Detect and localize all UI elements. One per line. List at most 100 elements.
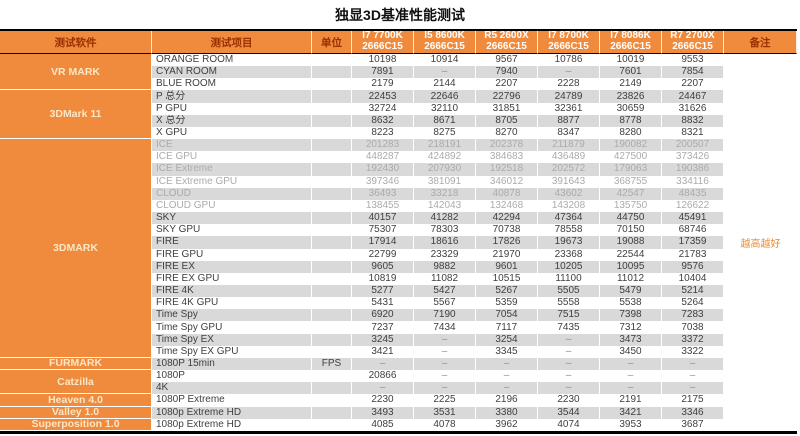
benchmark-value: 2175 (662, 394, 724, 407)
unit-cell (312, 187, 352, 200)
benchmark-value: 2230 (538, 394, 600, 407)
benchmark-value: 2179 (352, 78, 414, 91)
benchmark-value: 8280 (600, 126, 662, 140)
benchmark-value: 5505 (538, 284, 600, 298)
software-group-label: 3DMark 11 (0, 90, 152, 140)
benchmark-value: 23368 (538, 248, 600, 261)
benchmark-value: 32724 (352, 102, 414, 115)
benchmark-value: – (600, 357, 662, 371)
benchmark-value: 17914 (352, 236, 414, 249)
benchmark-value: 45491 (662, 212, 724, 225)
benchmark-value: 3493 (352, 406, 414, 419)
benchmark-value: 7054 (476, 309, 538, 322)
benchmark-value: 4078 (414, 418, 476, 431)
remark-note (724, 66, 797, 78)
unit-cell (312, 212, 352, 225)
benchmark-value: – (414, 357, 476, 371)
benchmark-value: 9605 (352, 260, 414, 273)
unit-cell (312, 321, 352, 334)
benchmark-value: 21783 (662, 248, 724, 261)
benchmark-value: 4085 (352, 418, 414, 431)
benchmark-value: – (476, 357, 538, 371)
benchmark-value: 3450 (600, 345, 662, 358)
benchmark-value: 10019 (600, 54, 662, 67)
remark-note (724, 200, 797, 212)
benchmark-value: 7515 (538, 309, 600, 322)
benchmark-value: 22646 (414, 90, 476, 103)
benchmark-value: 8347 (538, 126, 600, 140)
benchmark-value: 5558 (538, 297, 600, 310)
benchmark-value: – (538, 382, 600, 395)
software-group-label: Valley 1.0 (0, 406, 152, 419)
benchmark-value: 5427 (414, 284, 476, 298)
remark-note (724, 249, 797, 261)
test-item-label: FIRE 4K (152, 284, 312, 298)
benchmark-value: 3531 (414, 406, 476, 419)
benchmark-value: 346012 (476, 175, 538, 188)
benchmark-value: 30659 (600, 102, 662, 115)
unit-cell (312, 139, 352, 152)
unit-cell (312, 333, 352, 346)
benchmark-value: 8778 (600, 114, 662, 127)
benchmark-value: 23329 (414, 248, 476, 261)
unit-cell (312, 163, 352, 176)
cpu-memory-label: 2666C15 (486, 41, 527, 52)
software-group-label: Catzilla (0, 370, 152, 395)
benchmark-value: 3380 (476, 406, 538, 419)
benchmark-value: 31626 (662, 102, 724, 115)
benchmark-value: – (662, 382, 724, 395)
benchmark-value: 70738 (476, 224, 538, 237)
unit-cell (312, 78, 352, 91)
benchmark-value: 7283 (662, 309, 724, 322)
remark-note (724, 394, 797, 406)
benchmark-value: 78303 (414, 224, 476, 237)
benchmark-value: 8877 (538, 114, 600, 127)
benchmark-value: 22799 (352, 248, 414, 261)
benchmark-value: 7940 (476, 66, 538, 79)
cpu-memory-label: 2666C15 (548, 41, 589, 52)
benchmark-value: 7434 (414, 321, 476, 334)
benchmark-value: 3421 (352, 345, 414, 358)
test-item-label: SKY GPU (152, 224, 312, 237)
benchmark-value: 3962 (476, 418, 538, 431)
benchmark-value: 2144 (414, 78, 476, 91)
remark-note: 越高越好 (740, 238, 781, 250)
benchmark-value: 5538 (600, 297, 662, 310)
benchmark-value: 5359 (476, 297, 538, 310)
test-item-label: CLOUD (152, 187, 312, 200)
test-item-label: ICE Extreme GPU (152, 175, 312, 188)
remark-note (724, 321, 797, 333)
benchmark-value: 22453 (352, 90, 414, 103)
benchmark-value: 138455 (352, 199, 414, 213)
remark-note (724, 78, 797, 90)
column-header-cpu: I7 8700K 2666C15 (538, 30, 600, 54)
benchmark-value: 33218 (414, 187, 476, 200)
benchmark-value: 47364 (538, 212, 600, 225)
benchmark-value: – (600, 382, 662, 395)
test-item-label: CLOUD GPU (152, 199, 312, 213)
unit-cell (312, 382, 352, 395)
column-header-cpu: I7 7700K 2666C15 (352, 30, 414, 54)
benchmark-value: 11012 (600, 272, 662, 285)
benchmark-value: 2191 (600, 394, 662, 407)
benchmark-value: 5567 (414, 297, 476, 310)
benchmark-value: 10404 (662, 272, 724, 285)
benchmark-value: 36493 (352, 187, 414, 200)
unit-cell (312, 54, 352, 67)
benchmark-value: 190082 (600, 139, 662, 152)
benchmark-value: 427500 (600, 151, 662, 164)
unit-cell (312, 151, 352, 164)
benchmark-value: 10515 (476, 272, 538, 285)
benchmark-value: 8671 (414, 114, 476, 127)
benchmark-value: 202572 (538, 163, 600, 176)
benchmark-value: 23826 (600, 90, 662, 103)
benchmark-value: 3544 (538, 406, 600, 419)
benchmark-value: 7117 (476, 321, 538, 334)
unit-cell (312, 224, 352, 237)
benchmark-value: 3687 (662, 418, 724, 431)
benchmark-value: 7038 (662, 321, 724, 334)
benchmark-value: 202378 (476, 139, 538, 152)
test-item-label: FIRE EX GPU (152, 272, 312, 285)
remark-note (724, 346, 797, 358)
unit-cell (312, 418, 352, 431)
